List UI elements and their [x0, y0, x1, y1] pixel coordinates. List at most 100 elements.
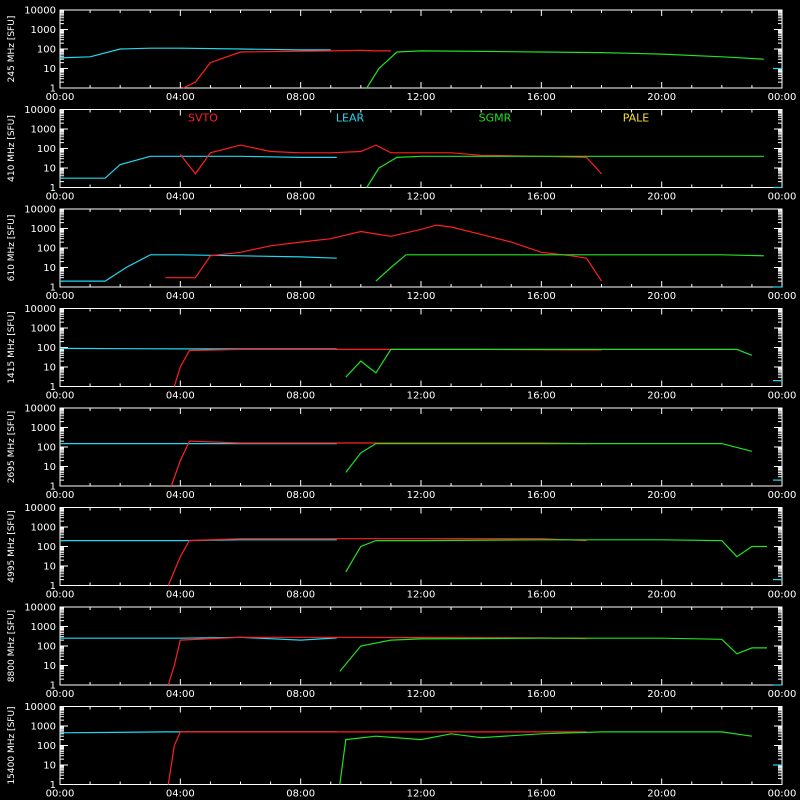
- series-line-lear: [60, 254, 337, 282]
- panel-0: 1 10 100 1000 10000 00:00 04:00 08:00 12:00 16:00…: [7, 6, 796, 104]
- panel-6: 1 10 100 1000 10000 00:00 04:00 08:00 12:00 16:00…: [7, 603, 796, 701]
- x-tick-label: 08:00: [286, 590, 315, 601]
- y-tick-label: 1000: [31, 523, 56, 534]
- y-tick-label: 10000: [24, 503, 56, 514]
- y-tick-label: 100: [37, 741, 56, 752]
- x-tick-label: 16:00: [527, 789, 556, 800]
- x-tick-label: 00:00: [768, 490, 797, 501]
- panel-5: 1 10 100 1000 10000 00:00 04:00 08:00 12:00 16:00…: [7, 503, 796, 601]
- x-tick-label: 00:00: [46, 590, 75, 601]
- legend-sgmr: SGMR: [479, 112, 512, 125]
- y-tick-label: 10: [43, 761, 56, 772]
- series-line-svto: [167, 636, 587, 686]
- panel-frame: [59, 606, 783, 686]
- series-line-svto: [167, 538, 587, 586]
- y-tick-label: 10000: [24, 603, 56, 614]
- x-tick-label: 12:00: [407, 490, 436, 501]
- panel-3: 1 10 100 1000 10000 00:00 04:00 08:00 12:00 16:00…: [7, 304, 796, 402]
- y-axis-label: 410 MHz [SFU]: [7, 115, 17, 182]
- panel-4: 1 10 100 1000 10000 00:00 04:00 08:00 12:00 16:00…: [7, 404, 796, 502]
- x-tick-label: 00:00: [46, 291, 75, 302]
- series-line-sgmr: [345, 539, 767, 573]
- y-tick-label: 1: [50, 183, 56, 194]
- x-tick-label: 04:00: [166, 192, 195, 203]
- x-tick-label: 00:00: [768, 92, 797, 103]
- y-tick-label: 100: [37, 443, 56, 454]
- x-tick-label: 00:00: [768, 689, 797, 700]
- y-tick-label: 10: [43, 462, 56, 473]
- series-line-sgmr: [345, 443, 753, 473]
- y-tick-label: 10000: [24, 6, 56, 17]
- x-tick-label: 16:00: [527, 291, 556, 302]
- y-tick-label: 10000: [24, 702, 56, 713]
- y-tick-label: 1: [50, 681, 56, 692]
- y-tick-label: 1: [50, 482, 56, 493]
- y-tick-label: 1000: [31, 224, 56, 235]
- series-line-svto: [179, 144, 602, 175]
- y-tick-label: 10000: [24, 304, 56, 315]
- x-tick-label: 04:00: [166, 92, 195, 103]
- x-tick-label: 08:00: [286, 689, 315, 700]
- y-tick-label: 10: [43, 164, 56, 175]
- x-tick-label: 00:00: [768, 391, 797, 402]
- x-tick-label: 12:00: [407, 291, 436, 302]
- panel-1: 1 10 100 1000 10000 00:00 04:00 08:00 12:00 16:00…: [7, 105, 796, 203]
- y-axis-label: 4995 MHz [SFU]: [7, 510, 17, 582]
- x-tick-label: 16:00: [527, 689, 556, 700]
- x-tick-label: 12:00: [407, 192, 436, 203]
- x-tick-label: 04:00: [166, 590, 195, 601]
- x-tick-label: 08:00: [286, 391, 315, 402]
- x-tick-label: 12:00: [407, 789, 436, 800]
- x-tick-label: 12:00: [407, 689, 436, 700]
- x-tick-label: 12:00: [407, 590, 436, 601]
- series-line-svto: [170, 440, 587, 487]
- x-tick-label: 08:00: [286, 92, 315, 103]
- panel-frame: [59, 407, 783, 487]
- series-line-svto: [165, 224, 603, 282]
- series-line-svto: [167, 731, 587, 785]
- x-tick-label: 00:00: [46, 789, 75, 800]
- y-axis-label: 2695 MHz [SFU]: [7, 411, 17, 483]
- x-tick-label: 12:00: [407, 92, 436, 103]
- panel-frame: [59, 9, 783, 89]
- y-axis-label: 15400 MHz [SFU]: [7, 706, 17, 784]
- x-tick-label: 08:00: [286, 490, 315, 501]
- panel-frame: [59, 308, 783, 387]
- panel-frame: [59, 109, 783, 188]
- y-tick-label: 1000: [31, 423, 56, 434]
- y-tick-label: 1: [50, 84, 56, 95]
- x-tick-label: 00:00: [768, 291, 797, 302]
- y-tick-label: 1000: [31, 622, 56, 633]
- x-tick-label: 00:00: [768, 789, 797, 800]
- series-line-lear: [60, 539, 337, 542]
- legend-svto: SVTO: [188, 112, 218, 125]
- series-line-sgmr: [339, 731, 752, 785]
- x-tick-label: 08:00: [286, 192, 315, 203]
- x-tick-label: 04:00: [166, 689, 195, 700]
- x-tick-label: 20:00: [647, 789, 676, 800]
- y-tick-label: 100: [37, 642, 56, 653]
- x-tick-label: 12:00: [407, 391, 436, 402]
- x-tick-label: 16:00: [527, 490, 556, 501]
- series-line-sgmr: [366, 50, 764, 89]
- y-tick-label: 1: [50, 283, 56, 294]
- y-axis-label: 245 MHz [SFU]: [7, 16, 17, 83]
- x-tick-label: 16:00: [527, 391, 556, 402]
- y-tick-label: 10: [43, 263, 56, 274]
- y-tick-label: 100: [37, 542, 56, 553]
- x-tick-label: 00:00: [768, 192, 797, 203]
- y-tick-label: 1000: [31, 722, 56, 733]
- y-tick-label: 100: [37, 343, 56, 354]
- y-tick-label: 10: [43, 363, 56, 374]
- y-tick-label: 10: [43, 64, 56, 75]
- x-tick-label: 04:00: [166, 490, 195, 501]
- series-line-sgmr: [375, 254, 764, 282]
- y-tick-label: 10: [43, 661, 56, 672]
- x-tick-label: 20:00: [647, 391, 676, 402]
- x-tick-label: 16:00: [527, 192, 556, 203]
- y-axis-label: 610 MHz [SFU]: [7, 215, 17, 282]
- x-tick-label: 00:00: [46, 92, 75, 103]
- y-tick-label: 1: [50, 581, 56, 592]
- x-tick-label: 20:00: [647, 689, 676, 700]
